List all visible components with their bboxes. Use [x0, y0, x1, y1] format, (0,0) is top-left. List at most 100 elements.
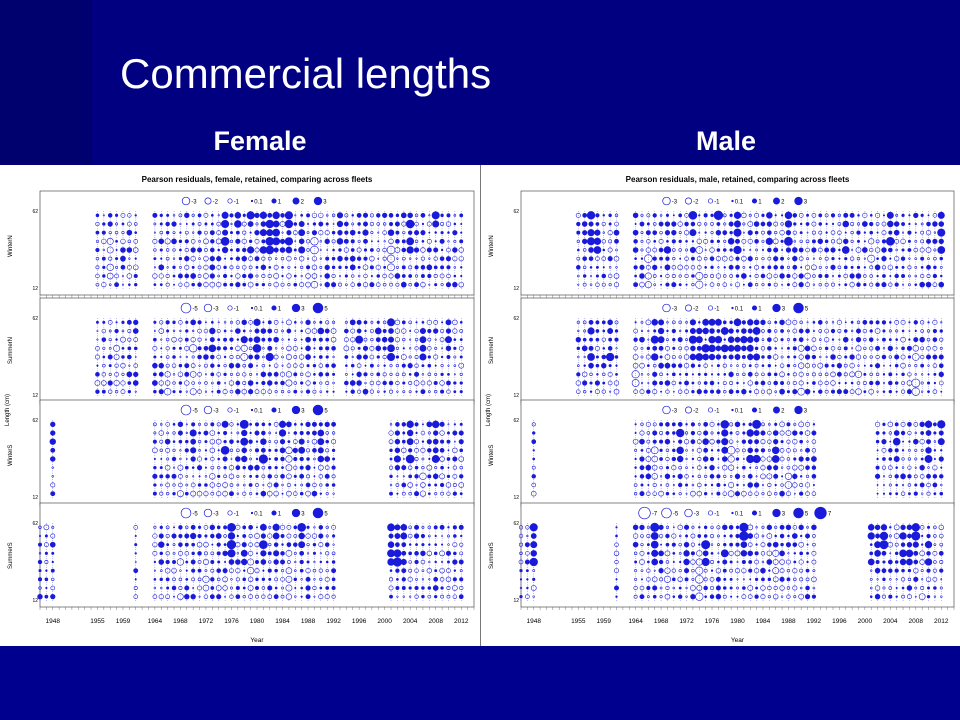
- residual-bubble: [281, 265, 284, 269]
- residual-bubble: [780, 239, 784, 243]
- legend-bubble: [814, 506, 827, 520]
- residual-bubble: [786, 457, 791, 461]
- residual-bubble: [774, 390, 778, 393]
- residual-bubble: [779, 230, 785, 236]
- residual-bubble: [906, 594, 912, 600]
- x-tick-label: 2008: [428, 618, 443, 625]
- residual-bubble: [281, 543, 284, 546]
- female-residual-chart: Pearson residuals, female, retained, com…: [5, 175, 475, 644]
- residual-bubble: [519, 551, 523, 555]
- residual-bubble: [331, 256, 336, 261]
- residual-bubble: [389, 423, 393, 426]
- residual-bubble: [325, 337, 330, 342]
- residual-bubble: [165, 447, 171, 453]
- residual-bubble: [741, 238, 747, 244]
- residual-bubble: [729, 213, 733, 217]
- residual-bubble: [216, 329, 221, 333]
- residual-bubble: [760, 465, 766, 471]
- residual-bubble: [614, 559, 619, 565]
- residual-bubble: [401, 363, 406, 368]
- residual-bubble: [746, 336, 754, 343]
- residual-bubble: [247, 576, 254, 583]
- residual-bubble: [210, 560, 215, 564]
- residual-bubble: [114, 230, 119, 235]
- residual-bubble: [260, 371, 267, 378]
- residual-bubble: [209, 447, 216, 454]
- residual-bubble: [458, 430, 464, 436]
- residual-bubble: [752, 327, 761, 335]
- residual-bubble: [400, 212, 407, 219]
- residual-bubble: [659, 372, 663, 377]
- residual-bubble: [217, 431, 220, 435]
- residual-bubble: [525, 551, 530, 556]
- residual-bubble: [633, 328, 638, 334]
- residual-bubble: [400, 523, 408, 531]
- residual-bubble: [267, 465, 272, 470]
- residual-bubble: [920, 329, 924, 333]
- residual-bubble: [786, 390, 791, 394]
- residual-bubble: [766, 524, 773, 531]
- residual-bubble: [658, 490, 664, 497]
- residual-bubble: [723, 474, 727, 478]
- residual-bubble: [805, 222, 810, 226]
- residual-bubble: [830, 371, 836, 378]
- residual-bubble: [242, 381, 247, 385]
- residual-bubble: [602, 266, 605, 269]
- residual-bubble: [882, 577, 886, 582]
- residual-bubble: [254, 230, 260, 236]
- residual-bubble: [216, 221, 221, 227]
- residual-bubble: [761, 230, 765, 235]
- residual-bubble: [615, 364, 618, 367]
- residual-bubble: [364, 364, 367, 367]
- residual-bubble: [639, 456, 645, 462]
- residual-bubble: [452, 542, 458, 548]
- residual-bubble: [907, 465, 912, 470]
- residual-bubble: [773, 473, 779, 479]
- residual-bubble: [679, 373, 682, 376]
- residual-bubble: [804, 594, 811, 600]
- residual-bubble: [426, 550, 432, 557]
- residual-bubble: [319, 257, 322, 260]
- residual-bubble: [908, 257, 911, 260]
- residual-bubble: [780, 265, 785, 270]
- residual-bubble: [742, 465, 746, 470]
- residual-bubble: [331, 273, 336, 279]
- residual-bubble: [127, 346, 132, 351]
- residual-bubble: [209, 337, 215, 343]
- residual-bubble: [439, 337, 445, 343]
- residual-bubble: [95, 213, 100, 218]
- residual-bubble: [273, 542, 279, 547]
- legend-bubble: [707, 510, 714, 516]
- residual-bubble: [318, 533, 324, 539]
- residual-bubble: [272, 220, 280, 228]
- residual-bubble: [222, 550, 228, 557]
- residual-bubble: [325, 214, 329, 217]
- residual-bubble: [230, 222, 233, 226]
- residual-bubble: [324, 456, 331, 462]
- residual-bubble: [726, 446, 736, 455]
- residual-bubble: [653, 239, 657, 243]
- residual-bubble: [760, 585, 766, 591]
- residual-bubble: [881, 447, 887, 453]
- residual-bubble: [273, 559, 279, 565]
- residual-bubble: [223, 534, 227, 538]
- residual-bubble: [318, 525, 324, 530]
- residual-bubble: [395, 239, 400, 244]
- residual-bubble: [691, 466, 694, 469]
- residual-bubble: [855, 345, 862, 352]
- residual-bubble: [640, 543, 644, 547]
- legend-label: 1: [758, 409, 762, 415]
- residual-bubble: [239, 419, 249, 429]
- residual-bubble: [665, 273, 670, 279]
- residual-bubble: [632, 524, 639, 531]
- residual-bubble: [634, 577, 638, 581]
- residual-bubble: [133, 525, 139, 530]
- residual-bubble: [685, 329, 689, 333]
- residual-bubble: [310, 237, 319, 246]
- residual-bubble: [216, 354, 222, 360]
- residual-bubble: [747, 594, 753, 599]
- residual-bubble: [431, 211, 440, 220]
- residual-bubble: [767, 346, 772, 351]
- residual-bubble: [766, 491, 772, 497]
- residual-bubble: [704, 249, 707, 251]
